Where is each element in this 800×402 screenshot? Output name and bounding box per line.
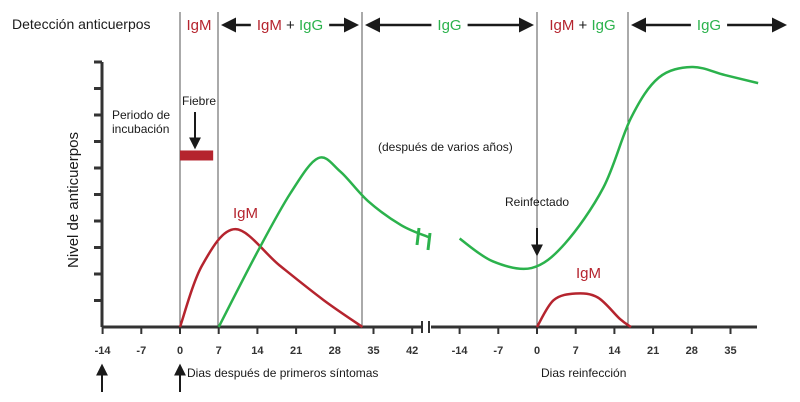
x-axis-caption-second: Dias reinfección bbox=[541, 366, 626, 380]
x-tick-label: -7 bbox=[136, 345, 146, 357]
x-tick-label: 28 bbox=[686, 345, 698, 357]
curve-break-mark bbox=[426, 232, 432, 251]
x-tick-label: 14 bbox=[608, 345, 621, 357]
igg-label: IgG bbox=[299, 17, 323, 34]
fever-label: Fiebre bbox=[182, 94, 216, 108]
incubation-label: incubación bbox=[112, 122, 169, 136]
x-tick-label: 35 bbox=[724, 345, 736, 357]
igm-label: IgM bbox=[549, 17, 574, 34]
incubation-label: Periodo de bbox=[112, 108, 170, 122]
x-tick-label: 35 bbox=[367, 345, 379, 357]
x-tick-label: -14 bbox=[95, 345, 112, 357]
header-segment-label: IgM bbox=[186, 17, 211, 34]
igm-label: IgM bbox=[257, 17, 282, 34]
curve-label-igm: IgM bbox=[576, 265, 601, 282]
x-tick-label: 7 bbox=[573, 345, 579, 357]
igg-label: IgG bbox=[437, 17, 461, 34]
header-segment-label: IgG bbox=[697, 17, 721, 34]
x-tick-label: 28 bbox=[329, 345, 341, 357]
reinfected-label: Reinfectado bbox=[505, 195, 569, 209]
curve-label-igm: IgM bbox=[233, 205, 258, 222]
y-axis-label: Nivel de anticuerpos bbox=[65, 132, 82, 268]
header-segment-label: IgM + IgG bbox=[257, 17, 323, 34]
fever-bar bbox=[180, 150, 214, 161]
igg-label: IgG bbox=[697, 17, 721, 34]
x-tick-label: -7 bbox=[493, 345, 503, 357]
plus-sign: + bbox=[282, 17, 299, 34]
x-axis-caption-first: Dias después de primeros síntomas bbox=[187, 366, 378, 380]
header-segment-label: IgG bbox=[437, 17, 461, 34]
curve-break-mark bbox=[415, 227, 421, 246]
x-tick-label: 14 bbox=[251, 345, 264, 357]
x-tick-label: 0 bbox=[177, 345, 183, 357]
series-igg-line-1 bbox=[217, 156, 430, 328]
x-tick-label: 0 bbox=[534, 345, 540, 357]
header-segment-label: IgM + IgG bbox=[549, 17, 615, 34]
igm-label: IgM bbox=[186, 17, 211, 34]
x-tick-label: -14 bbox=[452, 345, 469, 357]
x-tick-label: 21 bbox=[647, 345, 659, 357]
x-tick-label: 21 bbox=[290, 345, 302, 357]
x-tick-label: 42 bbox=[406, 345, 418, 357]
plus-sign: + bbox=[574, 17, 591, 34]
series-igm-line-1 bbox=[178, 227, 364, 329]
series-igg-line-2 bbox=[458, 65, 759, 271]
series-igm-line-2 bbox=[535, 292, 632, 329]
header-title: Detección anticuerpos bbox=[12, 16, 151, 32]
x-tick-label: 7 bbox=[216, 345, 222, 357]
igg-label: IgG bbox=[591, 17, 615, 34]
years-note: (después de varios años) bbox=[378, 140, 513, 154]
